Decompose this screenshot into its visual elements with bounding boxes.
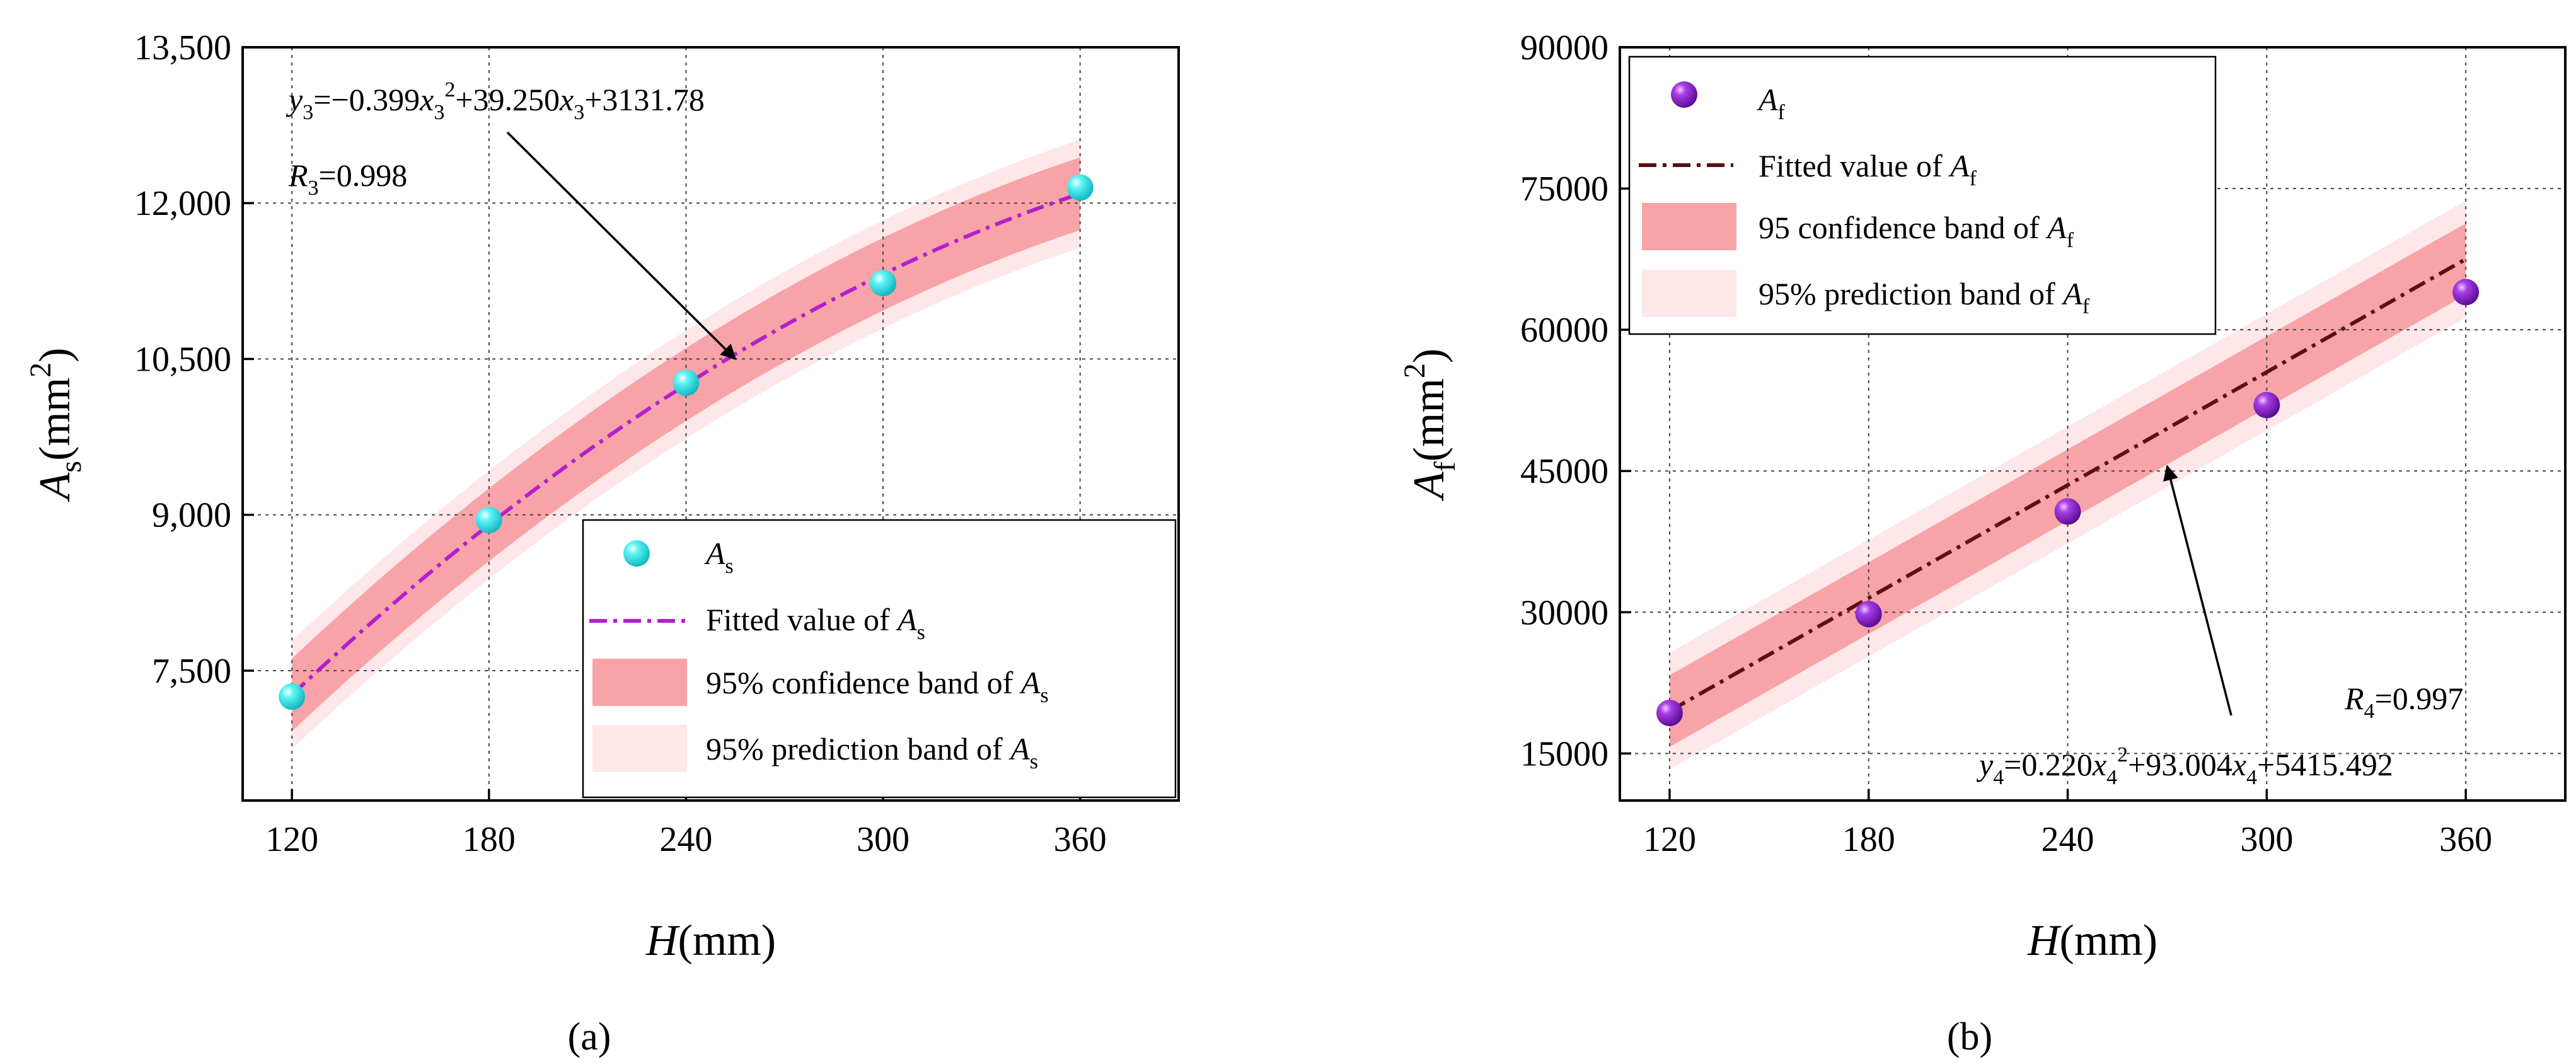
annotation-arrow-b [2163,465,2232,716]
y-tick-label: 9,000 [152,496,231,535]
plot-frame-b [1619,46,2567,802]
y-axis-title-b: Af(mm2) [1398,349,1462,501]
x-tick-label: 240 [2042,820,2094,859]
equation-b: y4=0.220x42+93.004x4+5415.492 [1976,743,2393,789]
x-ticks-b: 120 180 240 300 360 [1643,789,2492,859]
x-ticks-a: 120 180 240 300 360 [265,789,1107,859]
legend-swatch-prediction-b [1642,270,1736,317]
legend-label-prediction-a: 95% prediction band of As [706,731,1038,773]
y-tick-label: 13,500 [134,28,231,67]
data-point [1855,601,1882,628]
y-tick-label: 15000 [1520,734,1609,773]
legend-label-prediction-b: 95% prediction band of Af [1759,276,2090,318]
legend-marker-points-b [1671,81,1697,108]
y-tick-label: 45000 [1520,452,1609,491]
data-point [2054,498,2081,525]
y-tick-label: 60000 [1520,311,1609,350]
y-tick-label: 12,000 [134,184,231,223]
legend-label-points-a: As [704,536,734,578]
x-tick-label: 180 [463,820,516,859]
x-tick-label: 360 [2439,820,2492,859]
x-tick-label: 240 [659,820,712,859]
x-tick-label: 120 [1643,820,1696,859]
legend-swatch-prediction-a [592,725,687,772]
data-point [475,506,502,533]
legend-a: As Fitted value of As 95% confidence ban… [582,519,1177,799]
y-tick-label: 7,500 [152,652,231,691]
data-point [673,369,700,396]
y-axis-title-a: As(mm2) [24,348,88,502]
y-tick-label: 75000 [1520,170,1609,209]
legend-label-fit-b: Fitted value of Af [1759,148,1977,190]
fitted-line-b [1668,257,2467,713]
legend-swatch-confidence-b [1642,203,1736,250]
data-point [1066,174,1094,201]
data-point [870,270,897,297]
y-ticks-a: 7,500 9,000 10,500 12,000 13,500 [134,28,254,691]
data-point [2253,391,2280,419]
y-tick-label: 30000 [1520,593,1609,632]
x-tick-label: 180 [1842,820,1895,859]
panel-b: 120 180 240 300 360 15000 30000 45000 60000 7500… [1398,28,2567,1058]
legend-label-confidence-b: 95 confidence band of Af [1759,210,2074,252]
data-points-b [1656,279,2480,727]
x-tick-label: 360 [1054,820,1107,859]
x-tick-label: 300 [2240,820,2293,859]
x-tick-label: 120 [265,820,318,859]
x-axis-title-b: H(mm) [2027,917,2157,965]
legend-marker-points-a [623,540,650,567]
y-tick-label: 10,500 [134,340,231,379]
legend-label-confidence-a: 95% confidence band of As [706,665,1049,707]
confidence-band-area [292,157,1080,732]
r-value-a: R3=0.998 [288,158,407,200]
x-axis-title-a: H(mm) [645,917,776,965]
plot-frame-a [241,46,1180,802]
data-points-a [279,174,1094,710]
legend-label-fit-a: Fitted value of As [706,602,925,644]
confidence-band-a [292,157,1080,732]
data-point [2452,279,2480,306]
equation-a: y3=−0.399x32+39.250x3+3131.78 [286,78,705,124]
r-value-b: R4=0.997 [2344,681,2463,723]
x-tick-label: 300 [857,820,910,859]
legend-swatch-confidence-a [592,659,687,706]
grid-b [1620,47,2565,801]
y-ticks-b: 15000 30000 45000 60000 75000 90000 [1520,28,1631,773]
panel-label-a: (a) [568,1015,611,1058]
data-point [1656,700,1683,727]
legend-label-points-b: Af [1757,82,1786,124]
data-point [279,683,306,710]
annotation-arrow-a [506,131,737,361]
y-tick-label: 90000 [1520,28,1609,67]
legend-b: Af Fitted value of Af 95 confidence band… [1628,55,2217,335]
panel-label-b: (b) [1947,1015,1992,1058]
panel-a: 120 180 240 300 360 7,500 9,000 10,500 12,000 13… [24,28,1180,1058]
fitted-curve [1668,257,2467,713]
